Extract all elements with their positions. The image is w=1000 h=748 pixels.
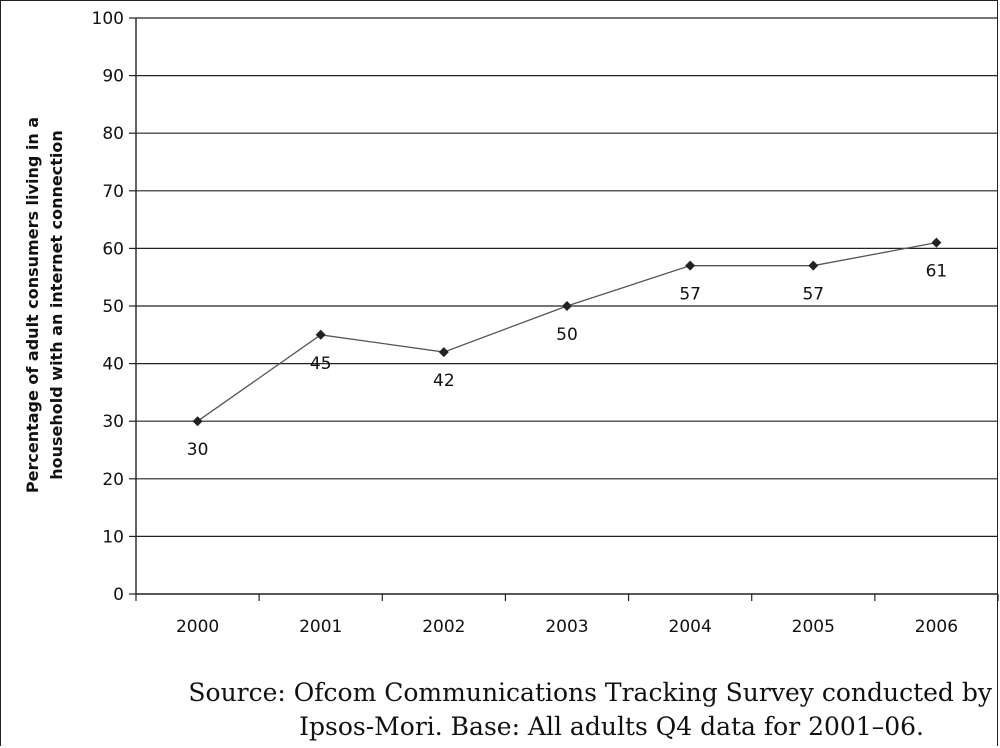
data-label-2001: 45	[310, 354, 332, 374]
data-point-2003	[562, 301, 572, 311]
x-tick-label-2005: 2005	[792, 617, 835, 637]
y-axis-label-line-1: Percentage of adult consumers living in …	[23, 117, 42, 493]
x-tick-label-2006: 2006	[915, 617, 958, 637]
data-label-2002: 42	[433, 371, 455, 391]
data-label-2004: 57	[679, 285, 701, 305]
y-tick-label-40: 40	[102, 355, 124, 375]
y-tick-label-10: 10	[102, 527, 124, 547]
gridlines	[136, 17, 998, 538]
data-label-2005: 57	[802, 285, 824, 305]
data-labels: 30 45 42 50 57 57 61	[187, 262, 947, 461]
y-tick-label-70: 70	[102, 182, 124, 202]
y-axis-label-line-2: household with an internet connection	[47, 130, 66, 480]
y-tick-label-20: 20	[102, 470, 124, 490]
data-point-2005	[808, 260, 819, 271]
data-label-2000: 30	[187, 440, 209, 460]
y-tick-label-50: 50	[102, 297, 124, 317]
x-tick-label-2003: 2003	[545, 617, 588, 637]
tick-labels: 0 10 20 30 40 50 60 70 80 90 100 2000 2001 2002 2003 20…	[92, 9, 959, 637]
data-point-2006	[931, 237, 942, 248]
y-tick-label-80: 80	[102, 124, 124, 144]
data-point-2002	[438, 347, 449, 358]
source-line-1: Source: Ofcom Communications Tracking Su…	[188, 678, 992, 707]
source-line-2: Ipsos-Mori. Base: All adults Q4 data for…	[299, 712, 924, 741]
y-tick-label-100: 100	[92, 9, 124, 29]
x-tick-label-2002: 2002	[422, 617, 465, 637]
data-point-2004	[685, 260, 696, 271]
y-tick-label-90: 90	[102, 67, 124, 87]
source-note: Source: Ofcom Communications Tracking Su…	[0, 676, 1000, 744]
data-point-2000	[192, 416, 203, 427]
data-point-2001	[315, 329, 326, 340]
series	[192, 237, 942, 427]
data-label-2006: 61	[926, 262, 948, 282]
x-tick-label-2004: 2004	[669, 617, 712, 637]
x-tick-label-2001: 2001	[299, 617, 342, 637]
x-tick-label-2000: 2000	[176, 617, 219, 637]
line-chart: 0 10 20 30 40 50 60 70 80 90 100 2000 2001 2002 2003 20…	[23, 9, 999, 637]
y-tick-label-0: 0	[113, 585, 124, 605]
axes	[129, 17, 999, 601]
y-tick-label-60: 60	[102, 239, 124, 259]
data-label-2003: 50	[556, 325, 578, 345]
y-tick-label-30: 30	[102, 412, 124, 432]
